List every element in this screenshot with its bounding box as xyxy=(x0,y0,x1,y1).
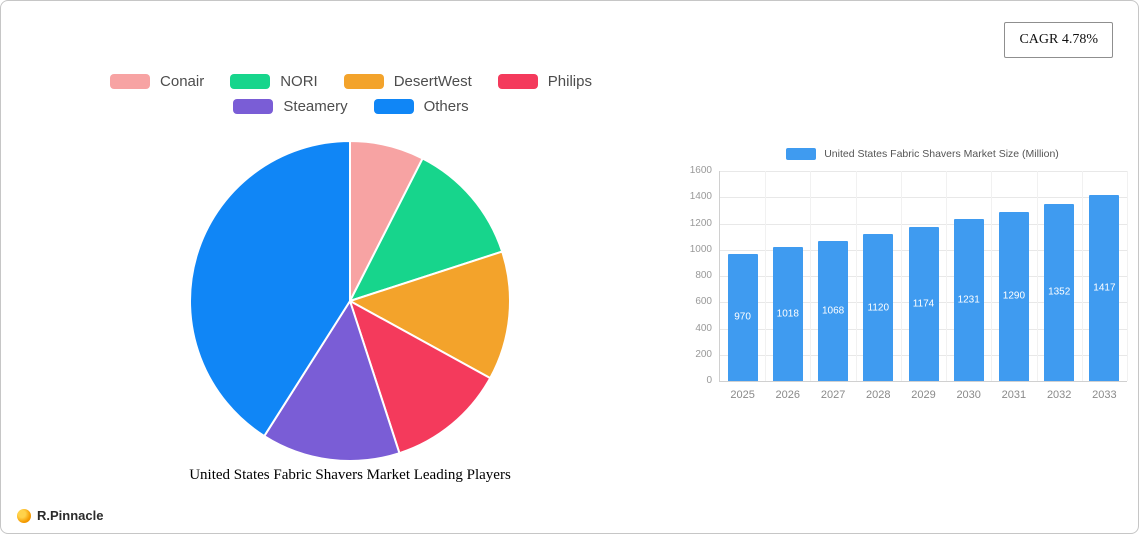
y-axis-label: 1600 xyxy=(689,165,712,176)
legend-item-others[interactable]: Others xyxy=(373,98,469,115)
y-axis-label: 400 xyxy=(695,322,712,334)
brand-logo: R.Pinnacle xyxy=(17,508,103,523)
legend-label: DesertWest xyxy=(393,73,472,90)
bar-legend-swatch xyxy=(786,148,817,160)
bar-2033: 1417 xyxy=(1089,195,1120,381)
x-axis-label: 2030 xyxy=(956,389,981,401)
bar-value-label: 970 xyxy=(734,311,751,323)
legend-row: Conair NORI DesertWest Philips xyxy=(89,73,613,90)
legend-row: Steamery Others xyxy=(89,98,613,115)
x-axis-label: 2027 xyxy=(820,389,846,401)
grid-line-vertical xyxy=(765,171,767,381)
bar-2026: 1018 xyxy=(772,247,803,381)
bar-2032: 1352 xyxy=(1044,203,1075,381)
legend-label: NORI xyxy=(280,73,318,90)
grid-line-vertical xyxy=(810,171,812,381)
bar-value-label: 1352 xyxy=(1048,286,1071,298)
grid-line-vertical xyxy=(900,171,902,381)
legend-item-desertwest[interactable]: DesertWest xyxy=(343,73,472,90)
grid-line-vertical xyxy=(855,171,857,381)
y-axis-label: 1000 xyxy=(689,243,712,255)
brand-circle-icon xyxy=(17,508,31,523)
bar-value-label: 1120 xyxy=(867,302,890,313)
grid-line-vertical xyxy=(1036,171,1038,381)
grid-line-vertical xyxy=(1127,171,1128,381)
bar-chart-plot: 0 200 400 600 800 1000 1200 1400 1600 970 2025 1018… xyxy=(690,165,1128,401)
legend-item-steamery[interactable]: Steamery xyxy=(233,98,348,115)
bar-chart-legend[interactable]: United States Fabric Shavers Market Size… xyxy=(719,148,1126,160)
grid-line-horizontal xyxy=(720,171,1127,172)
x-axis-label: 2026 xyxy=(775,389,801,401)
pie-slice-desertwest xyxy=(349,250,511,380)
legend-swatch xyxy=(497,74,538,89)
x-axis-label: 2032 xyxy=(1046,389,1072,401)
bar-value-label: 1068 xyxy=(821,305,845,317)
legend-item-conair[interactable]: Conair xyxy=(110,73,204,90)
pie-slice-others xyxy=(189,140,351,438)
x-axis-label: 2025 xyxy=(730,389,755,401)
bar-2028: 1120 xyxy=(863,234,894,381)
bar-value-label: 1290 xyxy=(1002,290,1026,302)
bar-value-label: 1231 xyxy=(957,294,980,306)
bar-value-label: 1174 xyxy=(912,298,935,310)
pie-slice-nori xyxy=(349,157,504,302)
y-axis-label: 200 xyxy=(695,348,712,360)
grid-line-horizontal xyxy=(720,197,1127,199)
y-axis-label: 1400 xyxy=(689,191,712,203)
legend-item-nori[interactable]: NORI xyxy=(230,73,318,90)
x-axis-label: 2029 xyxy=(911,389,936,401)
bar-value-label: 1018 xyxy=(776,308,799,320)
pie-slice-steamery xyxy=(263,300,401,462)
legend-swatch xyxy=(233,99,274,114)
legend-label: Steamery xyxy=(283,98,348,115)
grid-line-vertical xyxy=(991,171,993,381)
pie-legend: Conair NORI DesertWest Philips Steamery Other… xyxy=(89,73,613,115)
legend-label: Conair xyxy=(160,73,205,90)
legend-swatch xyxy=(373,99,414,114)
legend-label: Others xyxy=(423,98,469,115)
x-axis-label: 2033 xyxy=(1092,389,1117,401)
bar-value-label: 1417 xyxy=(1093,282,1116,294)
x-axis-label: 2031 xyxy=(1001,389,1027,401)
pie-chart-title: United States Fabric Shavers Market Lead… xyxy=(189,467,511,483)
cagr-badge: CAGR 4.78% xyxy=(1004,22,1113,58)
pie-slice-philips xyxy=(349,300,492,455)
legend-swatch xyxy=(230,74,271,89)
legend-swatch xyxy=(110,74,151,89)
legend-label: Philips xyxy=(547,73,592,90)
x-axis-label: 2028 xyxy=(866,389,891,401)
pie-chart xyxy=(189,140,511,462)
y-axis-label: 800 xyxy=(695,270,712,281)
legend-swatch xyxy=(343,74,384,89)
y-axis-label: 0 xyxy=(706,375,712,386)
bar-2031: 1290 xyxy=(998,211,1029,381)
grid-line-vertical xyxy=(1081,171,1083,381)
grid-line-horizontal xyxy=(720,223,1127,225)
bar-2025: 970 xyxy=(727,253,758,381)
bar-legend-label: United States Fabric Shavers Market Size… xyxy=(824,148,1059,160)
y-axis-label: 1200 xyxy=(689,217,712,229)
bar-2030: 1231 xyxy=(953,219,984,381)
brand-name: R.Pinnacle xyxy=(37,508,104,523)
legend-item-philips[interactable]: Philips xyxy=(497,73,592,90)
y-axis-label: 600 xyxy=(695,296,712,308)
bar-2029: 1174 xyxy=(908,226,939,381)
bar-2027: 1068 xyxy=(818,240,849,381)
grid-line-vertical xyxy=(946,171,948,381)
